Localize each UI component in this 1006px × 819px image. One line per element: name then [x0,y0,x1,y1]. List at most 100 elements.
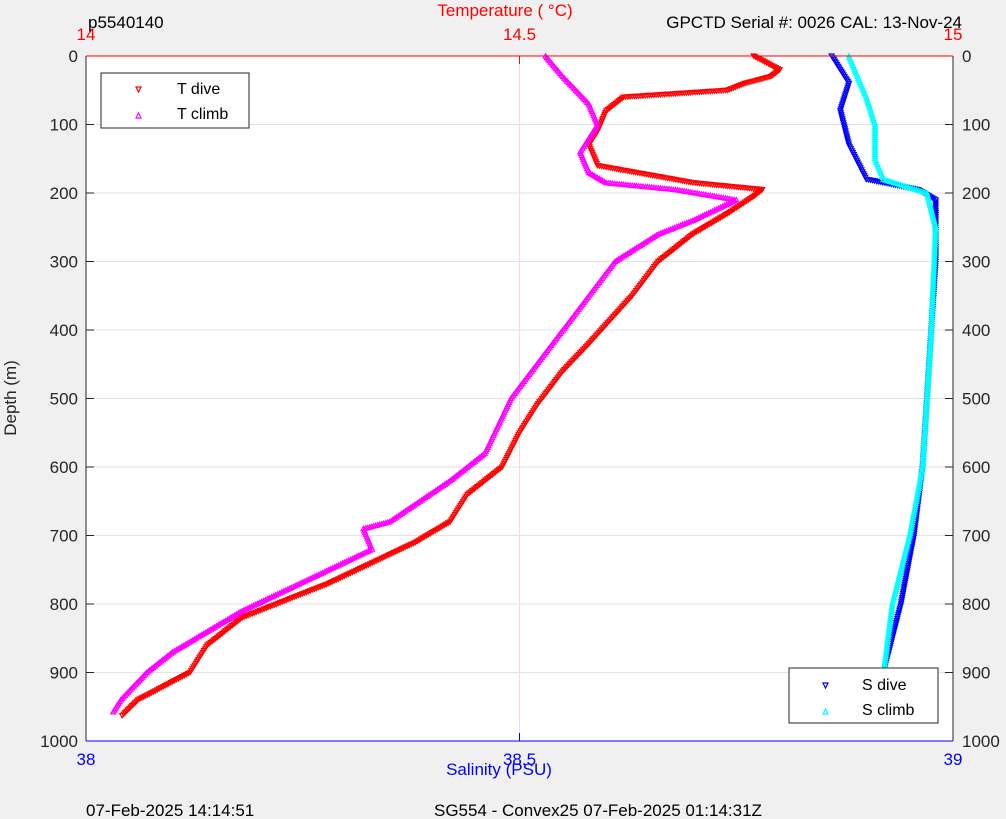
data-point [252,609,260,616]
y-tick-label-left: 400 [50,321,78,340]
data-point [911,502,919,509]
data-point [109,708,117,715]
data-point [656,257,664,264]
data-point [911,506,918,513]
y-tick-label-left: 600 [50,458,78,477]
data-point [895,575,903,582]
y-tick-label-left: 700 [50,527,78,546]
y-tick-label-right: 0 [962,47,971,66]
data-point [908,521,916,528]
data-point [300,590,308,597]
data-point [907,527,914,534]
y-tick-label-left: 800 [50,595,78,614]
bottom-tick-label: 38.5 [503,750,536,769]
data-point [889,598,897,605]
data-point [323,581,331,588]
data-point [899,556,907,563]
y-tick-label-left: 200 [50,184,78,203]
data-point [465,490,473,497]
data-point [897,565,905,572]
legend-temperature-box [100,72,250,129]
y-tick-label-left: 900 [50,664,78,683]
data-point [909,517,916,524]
data-point [911,504,919,511]
data-point [325,580,333,587]
data-point [908,519,916,526]
series-t-climb [109,52,740,715]
data-point [914,487,922,494]
y-tick-label-right: 600 [962,458,990,477]
data-point [913,493,921,500]
legend-s-climb-marker [822,707,829,715]
legend-t-dive-label: T dive [177,81,220,98]
y-tick-label-left: 500 [50,390,78,409]
data-point [130,701,138,708]
series-layer [109,52,940,720]
data-point [907,523,915,530]
axes [85,55,954,742]
data-point [893,581,901,588]
data-point [916,478,924,485]
data-point [915,480,923,487]
legend-t-climb-marker [135,111,142,119]
data-point [306,588,314,595]
bottom-tick-label: 38 [77,750,96,769]
legend-s-dive-marker [822,682,829,690]
data-point [899,559,907,566]
data-point [120,711,128,718]
data-point [311,586,318,593]
data-point [904,540,911,547]
data-point [890,592,898,599]
data-point [317,584,325,591]
data-point [726,86,733,93]
legend-s-climb-label: S climb [862,702,915,719]
legend-s-dive-label: S dive [862,677,907,694]
y-tick-label-right: 1000 [962,732,1000,751]
data-point [917,469,925,476]
data-point [272,601,280,608]
data-point [905,534,913,541]
data-point [895,573,903,580]
data-point [250,610,258,617]
data-point [304,588,312,595]
data-point [913,491,921,498]
data-point [906,529,914,536]
data-point [912,499,920,506]
data-point [912,497,920,504]
legend-temperature: T dive T climb [100,72,250,129]
data-point [270,602,278,609]
legend-t-climb-label: T climb [177,106,228,123]
y-tick-label-right: 700 [962,527,990,546]
data-point [321,582,329,589]
top-tick-label: 15 [944,25,963,44]
data-point [913,495,921,502]
data-point [901,550,909,557]
data-point [891,590,899,597]
y-tick-label-left: 300 [50,253,78,272]
legend-salinity: S dive S climb [788,667,939,724]
data-point [313,585,320,592]
y-tick-label-right: 900 [962,664,990,683]
legend-t-dive-marker [135,86,142,94]
data-point [907,525,915,532]
y-tick-label-right: 800 [962,595,990,614]
y-tick-label-right: 400 [962,321,990,340]
data-point [222,628,229,635]
data-point [919,463,927,470]
data-point [315,584,323,591]
header-left-text: p5540140 [88,13,164,32]
y-tick-label-left: 100 [50,116,78,135]
data-point [918,467,926,474]
data-point [909,512,917,519]
y-tick-label-right: 500 [962,390,990,409]
bottom-axis-title: Salinity (PSU) [446,760,552,779]
y-tick-label-right: 100 [962,116,990,135]
top-axis-title: Temperature ( °C) [437,1,572,20]
data-point [914,489,922,496]
data-point [915,482,923,489]
bottom-tick-label: 39 [944,750,963,769]
y-tick-label-left: 1000 [40,732,78,751]
data-point [901,548,909,555]
data-point [917,472,925,479]
